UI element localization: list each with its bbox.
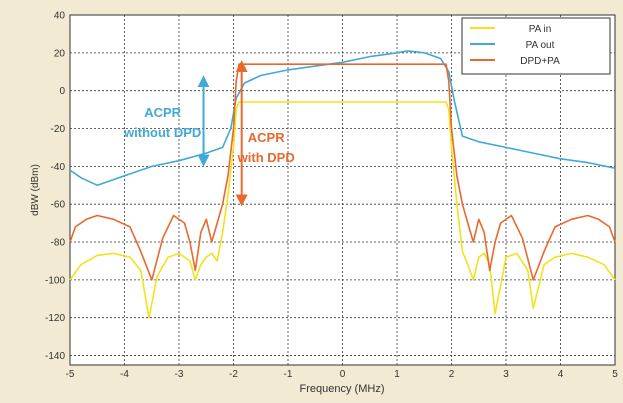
- x-tick-label: 1: [394, 369, 400, 380]
- legend-entry: PA out: [526, 40, 555, 51]
- y-tick-label: -120: [45, 313, 65, 324]
- y-tick-label: -140: [45, 351, 65, 362]
- legend-entry: PA in: [529, 24, 552, 35]
- series-line-pa-in: [69, 101, 616, 319]
- acpr-annotation-text: without DPD: [123, 125, 201, 140]
- y-tick-label: 20: [54, 48, 66, 59]
- y-tick-label: -60: [51, 200, 66, 211]
- x-tick-label: -2: [229, 369, 238, 380]
- x-tick-label: 0: [340, 369, 346, 380]
- y-tick-label: -100: [45, 275, 65, 286]
- x-tick-label: 4: [558, 369, 564, 380]
- annotations: ACPR without DPD ACPR with DPD: [123, 60, 295, 207]
- x-tick-label: 2: [449, 369, 455, 380]
- acpr-annotation-text: with DPD: [237, 150, 295, 165]
- series-line-dpd-pa: [69, 63, 616, 281]
- y-tick-label: -20: [51, 124, 66, 135]
- x-axis-label: Frequency (MHz): [300, 383, 385, 395]
- y-axis-label: dBW (dBm): [30, 164, 41, 216]
- x-tick-label: 3: [503, 369, 509, 380]
- grid: [69, 14, 616, 365]
- legend-entry: DPD+PA: [520, 56, 560, 67]
- x-tick-label: -1: [284, 369, 293, 380]
- x-tick-label: -4: [120, 369, 129, 380]
- y-tick-label: -40: [51, 162, 66, 173]
- y-tick-label: -80: [51, 238, 66, 249]
- legend: PA in PA out DPD+PA: [461, 17, 611, 75]
- axis-ticks: -5 -4 -3 -2 -1 0 1 2 3 4 5 40 20 0 -20 -40 -60 -80 -100 -12…: [45, 11, 618, 381]
- acpr-annotation-text: ACPR: [144, 105, 181, 120]
- y-tick-label: 0: [59, 86, 65, 97]
- x-tick-label: -3: [175, 369, 184, 380]
- series-lines: [69, 50, 616, 319]
- x-tick-label: -5: [66, 369, 75, 380]
- y-tick-label: 40: [54, 11, 66, 22]
- x-tick-label: 5: [612, 369, 618, 380]
- acpr-annotation-text: ACPR: [248, 130, 285, 145]
